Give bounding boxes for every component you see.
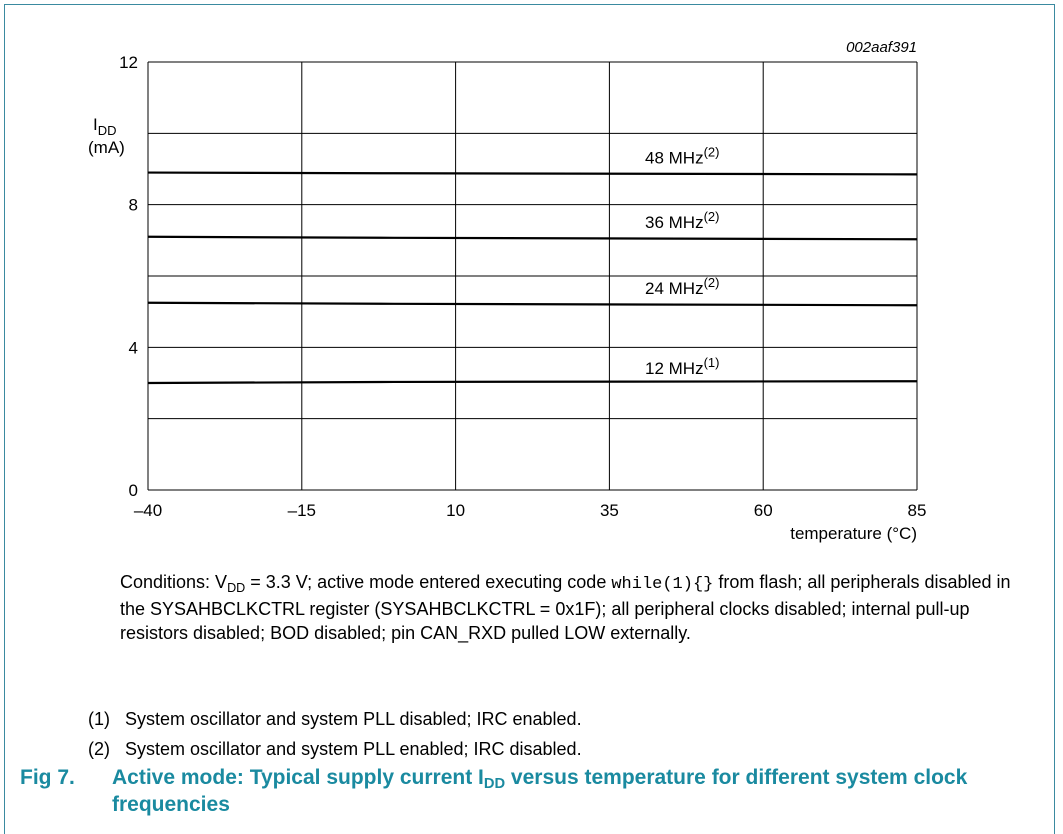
y-tick-label: 4 — [129, 338, 138, 357]
conditions-text: Conditions: VDD = 3.3 V; active mode ent… — [120, 572, 1011, 643]
figure-label: Fig 7. — [20, 766, 75, 789]
x-tick-label: 10 — [446, 501, 465, 520]
x-tick-label: 60 — [754, 501, 773, 520]
x-tick-label: –40 — [134, 501, 162, 520]
series-label: 24 MHz(2) — [645, 275, 719, 298]
figure-title: Active mode: Typical supply current IDD … — [112, 766, 968, 816]
y-tick-label: 8 — [129, 196, 138, 215]
series-label: 36 MHz(2) — [645, 209, 719, 232]
chart: 0 4 8 12 –40 –15 10 35 60 85 temperature (°C) IDD(m… — [88, 39, 927, 543]
series-label: 12 MHz(1) — [645, 355, 719, 378]
note-2: (2) System oscillator and system PLL ena… — [88, 739, 582, 759]
series-line — [147, 301, 918, 307]
x-tick-label: 35 — [600, 501, 619, 520]
series-label: 48 MHz(2) — [645, 145, 719, 168]
figure-frame — [4, 4, 1055, 834]
y-tick-label: 0 — [129, 481, 138, 500]
series-line — [147, 235, 918, 241]
series-line — [147, 171, 918, 176]
y-tick-label: 12 — [119, 53, 138, 72]
x-tick-label: 85 — [908, 501, 927, 520]
x-tick-label: –15 — [288, 501, 316, 520]
x-axis-label: temperature (°C) — [790, 524, 917, 543]
figure-code: 002aaf391 — [846, 39, 917, 56]
y-axis-label: IDD — [93, 115, 117, 138]
series-line — [147, 380, 918, 385]
note-1: (1) System oscillator and system PLL dis… — [88, 709, 582, 729]
y-axis-unit: (mA) — [88, 138, 125, 157]
